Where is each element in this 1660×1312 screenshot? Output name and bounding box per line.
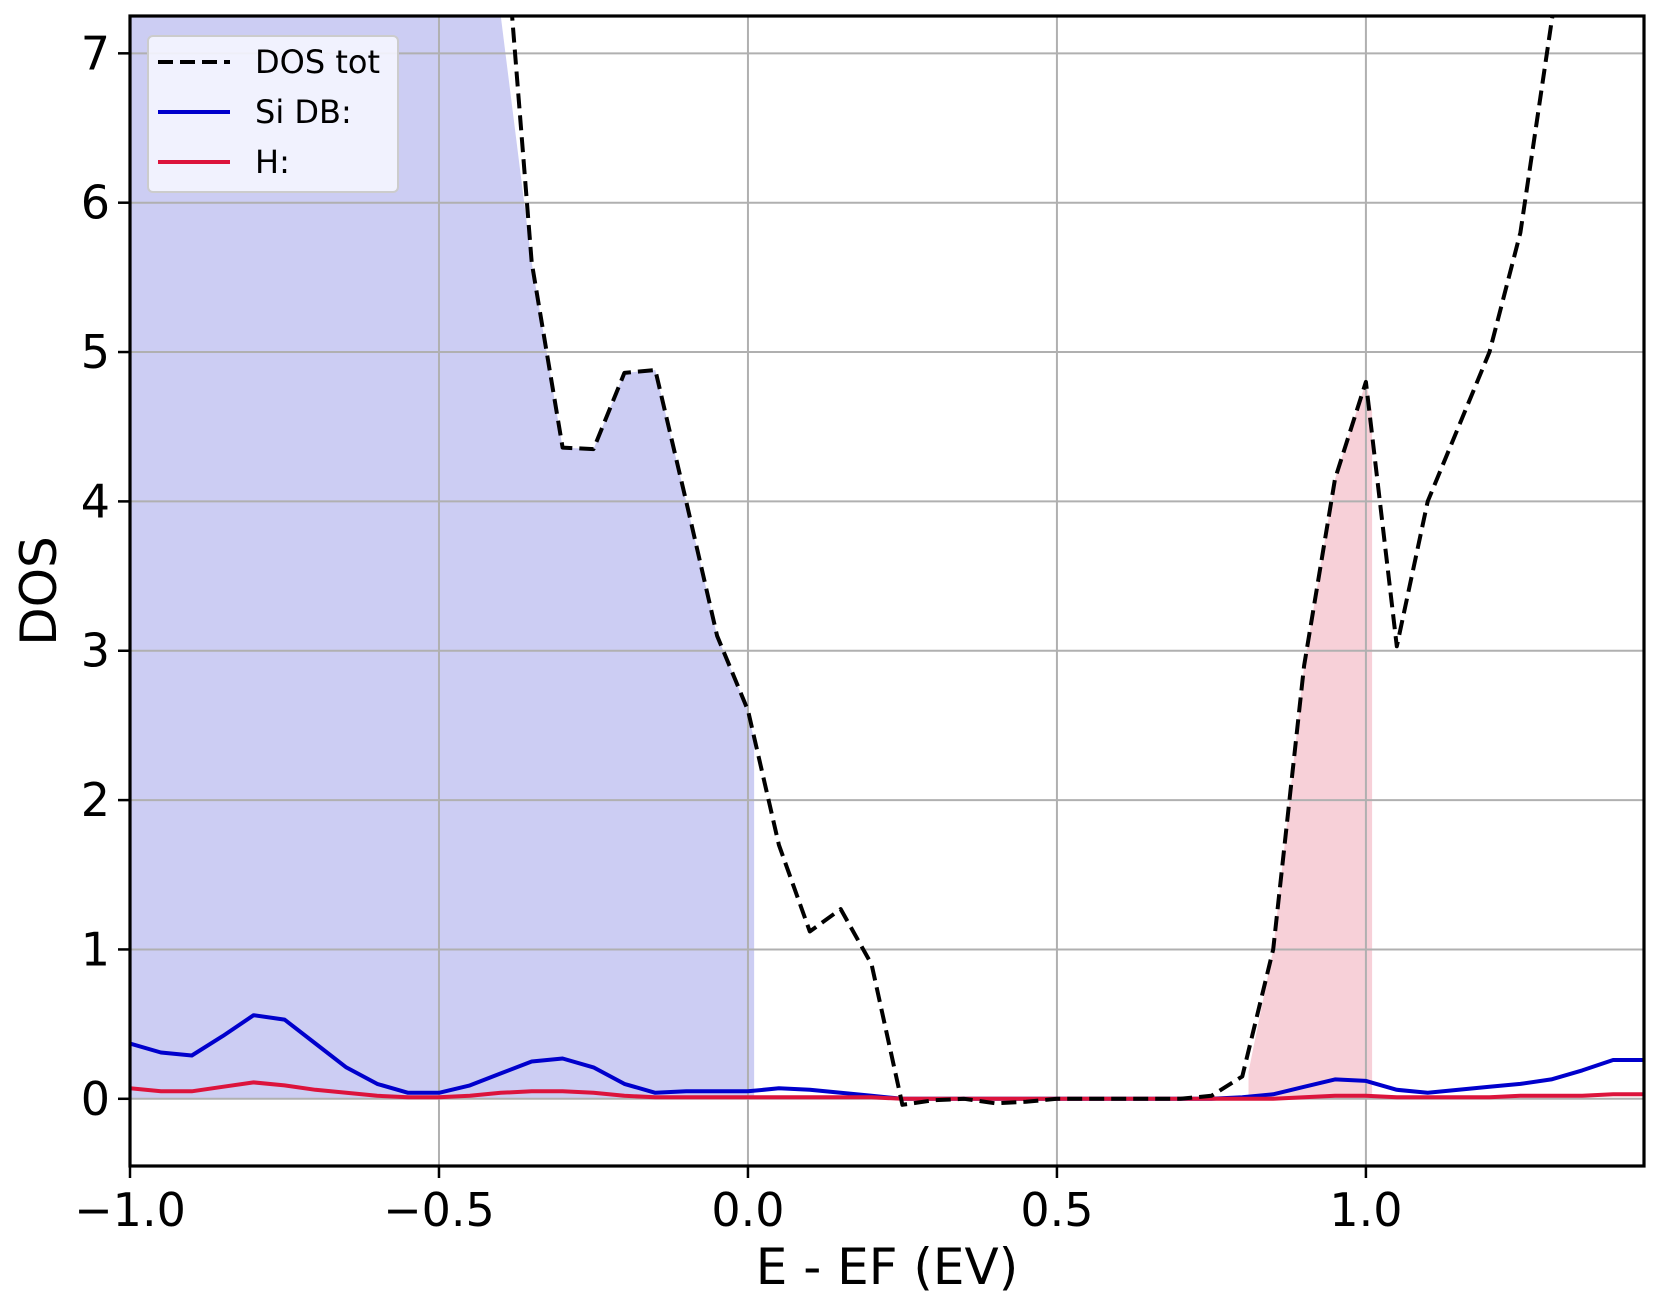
y-tick-label-6: 6	[81, 176, 110, 230]
plot-frame	[128, 14, 1646, 1168]
legend: DOS tot Si DB: H:	[147, 35, 399, 193]
legend-label-2: H:	[255, 143, 290, 181]
axis-ticks: −1.0 −0.5 0.0 0.5 1.0 0 1 2 3 4 5 6 7	[74, 26, 1402, 1237]
legend-label-0: DOS tot	[255, 43, 380, 81]
x-tick-label-2: 0.0	[711, 1183, 784, 1237]
x-tick-label-0: −1.0	[74, 1183, 186, 1237]
y-tick-label-5: 5	[81, 325, 110, 379]
fill-regions	[130, 16, 1373, 1099]
y-tick-label-4: 4	[81, 474, 110, 528]
x-tick-label-1: −0.5	[383, 1183, 495, 1237]
legend-box	[147, 35, 399, 193]
x-axis-label: E - EF (EV)	[756, 1238, 1018, 1296]
y-tick-label-0: 0	[81, 1072, 110, 1126]
x-tick-label-4: 1.0	[1329, 1183, 1402, 1237]
y-tick-label-2: 2	[81, 773, 110, 827]
y-tick-label-1: 1	[81, 922, 110, 976]
series-line-0	[510, 16, 1555, 1107]
y-axis-label: DOS	[10, 536, 68, 646]
grid-lines	[129, 16, 1644, 1166]
fill-region-1	[1248, 381, 1373, 1099]
legend-label-1: Si DB:	[255, 93, 352, 131]
series-lines	[130, 16, 1644, 1107]
fill-region-0	[130, 16, 755, 1099]
y-tick-label-3: 3	[81, 624, 110, 678]
series-line-2	[130, 1080, 1644, 1101]
y-tick-label-7: 7	[81, 26, 110, 80]
x-tick-label-3: 0.5	[1020, 1183, 1093, 1237]
